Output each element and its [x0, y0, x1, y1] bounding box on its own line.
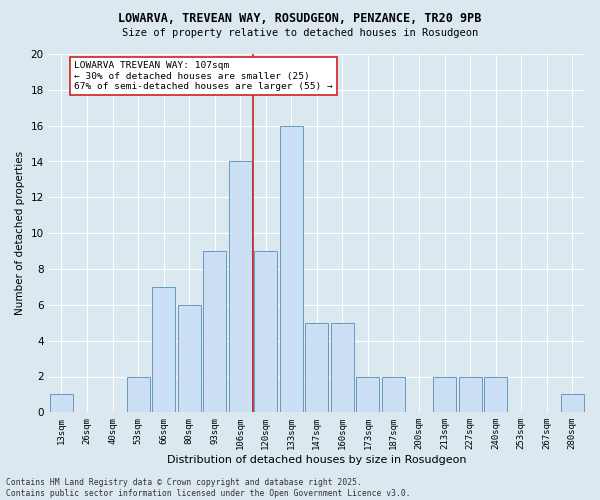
- Bar: [382, 376, 405, 412]
- Bar: [254, 251, 277, 412]
- Bar: [50, 394, 73, 412]
- X-axis label: Distribution of detached houses by size in Rosudgeon: Distribution of detached houses by size …: [167, 455, 467, 465]
- Bar: [127, 376, 149, 412]
- Text: LOWARVA, TREVEAN WAY, ROSUDGEON, PENZANCE, TR20 9PB: LOWARVA, TREVEAN WAY, ROSUDGEON, PENZANC…: [118, 12, 482, 26]
- Bar: [280, 126, 303, 412]
- Bar: [178, 305, 200, 412]
- Bar: [433, 376, 456, 412]
- Text: Size of property relative to detached houses in Rosudgeon: Size of property relative to detached ho…: [122, 28, 478, 38]
- Bar: [229, 162, 252, 412]
- Bar: [484, 376, 507, 412]
- Y-axis label: Number of detached properties: Number of detached properties: [15, 151, 25, 315]
- Bar: [203, 251, 226, 412]
- Bar: [152, 287, 175, 412]
- Text: Contains HM Land Registry data © Crown copyright and database right 2025.
Contai: Contains HM Land Registry data © Crown c…: [6, 478, 410, 498]
- Bar: [561, 394, 584, 412]
- Text: LOWARVA TREVEAN WAY: 107sqm
← 30% of detached houses are smaller (25)
67% of sem: LOWARVA TREVEAN WAY: 107sqm ← 30% of det…: [74, 61, 333, 91]
- Bar: [331, 323, 354, 412]
- Bar: [458, 376, 482, 412]
- Bar: [356, 376, 379, 412]
- Bar: [305, 323, 328, 412]
